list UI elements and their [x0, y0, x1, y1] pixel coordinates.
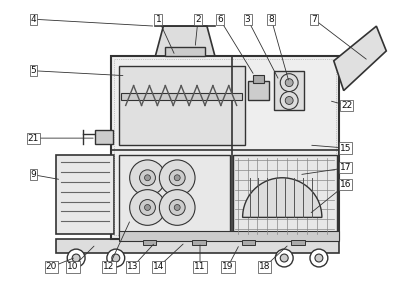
Text: 9: 9	[30, 170, 36, 179]
Bar	[114, 59, 336, 235]
Bar	[274, 71, 304, 110]
Circle shape	[285, 96, 293, 105]
Circle shape	[130, 160, 165, 195]
Circle shape	[280, 92, 298, 109]
Bar	[121, 92, 242, 101]
Text: 16: 16	[340, 180, 351, 189]
Text: 8: 8	[269, 15, 274, 24]
Text: 10: 10	[67, 262, 79, 271]
Circle shape	[144, 175, 150, 181]
Text: 20: 20	[46, 262, 57, 271]
Circle shape	[140, 170, 156, 186]
Bar	[165, 47, 205, 56]
Circle shape	[72, 254, 80, 262]
Text: 14: 14	[153, 262, 164, 271]
Text: 3: 3	[245, 15, 251, 24]
Bar	[56, 155, 114, 234]
Circle shape	[130, 190, 165, 225]
Circle shape	[275, 249, 293, 267]
Text: 15: 15	[340, 143, 351, 153]
Bar	[95, 130, 113, 144]
Circle shape	[159, 190, 195, 225]
Text: 12: 12	[103, 262, 115, 271]
Circle shape	[285, 79, 293, 87]
Circle shape	[280, 254, 288, 262]
Text: 18: 18	[259, 262, 270, 271]
Circle shape	[174, 205, 180, 210]
Bar	[253, 75, 264, 83]
Circle shape	[315, 254, 323, 262]
Circle shape	[140, 199, 156, 216]
Text: 13: 13	[127, 262, 138, 271]
Bar	[111, 56, 339, 239]
Circle shape	[112, 254, 120, 262]
Circle shape	[144, 205, 150, 210]
Bar	[142, 240, 156, 245]
Text: 2: 2	[195, 15, 201, 24]
Text: 21: 21	[28, 134, 39, 143]
Polygon shape	[156, 26, 215, 56]
Text: 6: 6	[217, 15, 223, 24]
Circle shape	[169, 199, 185, 216]
Text: 5: 5	[30, 66, 36, 75]
Circle shape	[169, 170, 185, 186]
Circle shape	[174, 175, 180, 181]
Bar	[242, 240, 255, 245]
Text: 11: 11	[194, 262, 206, 271]
Text: 22: 22	[341, 101, 352, 110]
Bar	[119, 66, 245, 145]
Bar	[119, 155, 230, 236]
Circle shape	[67, 249, 85, 267]
Text: 7: 7	[311, 15, 317, 24]
Polygon shape	[334, 26, 386, 91]
Text: 1: 1	[156, 15, 161, 24]
Circle shape	[310, 249, 328, 267]
Bar	[192, 240, 206, 245]
Bar	[233, 155, 337, 236]
Bar	[247, 81, 269, 101]
Text: 17: 17	[340, 163, 351, 172]
Bar	[56, 239, 339, 253]
Circle shape	[107, 249, 125, 267]
Circle shape	[159, 160, 195, 195]
Bar	[119, 231, 339, 241]
Bar	[291, 240, 305, 245]
Text: 19: 19	[222, 262, 233, 271]
Circle shape	[280, 74, 298, 92]
Text: 4: 4	[31, 15, 36, 24]
Wedge shape	[243, 178, 322, 217]
